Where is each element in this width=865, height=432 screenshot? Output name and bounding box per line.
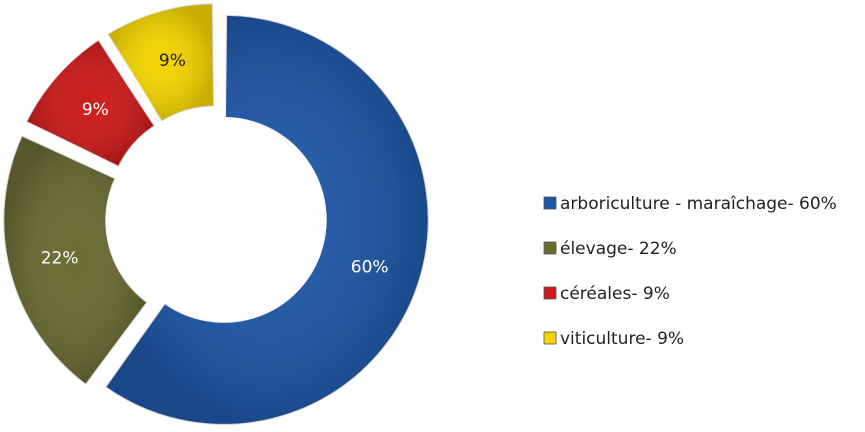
- data-labels-group: 60% 22% 9% 9%: [41, 51, 389, 277]
- legend-swatch-cereales: [543, 286, 557, 300]
- legend-label-elevage: élevage- 22%: [560, 239, 677, 259]
- slice-shading: [26, 39, 155, 167]
- slice-shading: [105, 14, 429, 425]
- slice-shading: [107, 3, 214, 122]
- data-label-arboriculture-maraichage: 60%: [351, 257, 389, 277]
- legend: arboriculture - maraîchage- 60% élevage- …: [543, 194, 837, 349]
- legend-label-viticulture: viticulture- 9%: [560, 329, 684, 349]
- legend-label-arboriculture-maraichage: arboriculture - maraîchage- 60%: [560, 194, 837, 214]
- slices-group: [2, 2, 430, 426]
- legend-swatch-arboriculture-maraichage: [543, 196, 557, 210]
- slice-shading: [3, 135, 148, 385]
- legend-swatch-elevage: [543, 241, 557, 255]
- data-label-elevage: 22%: [41, 249, 79, 269]
- data-label-viticulture: 9%: [159, 51, 186, 71]
- legend-swatch-viticulture: [543, 331, 557, 345]
- data-label-cereales: 9%: [82, 100, 109, 120]
- legend-label-cereales: céréales- 9%: [560, 284, 670, 304]
